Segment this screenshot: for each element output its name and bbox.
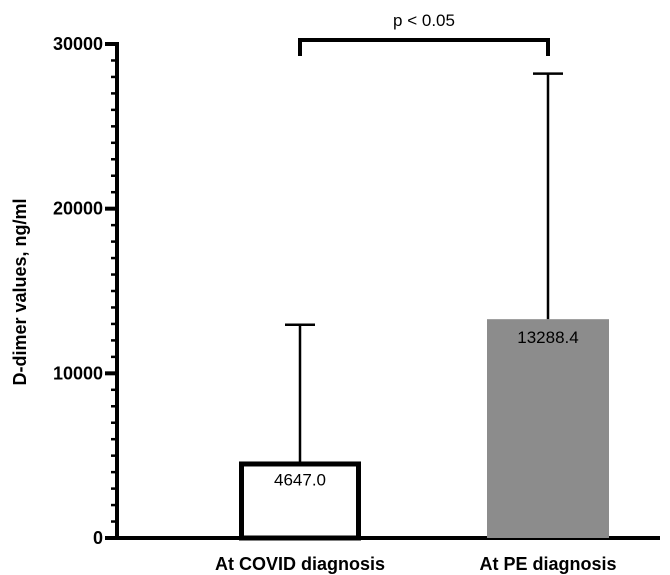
y-axis: 0 10000 20000 30000 (53, 34, 119, 548)
bar-2-value-label: 13288.4 (517, 328, 578, 347)
y-tick-label: 10000 (53, 363, 103, 383)
y-tick-label: 30000 (53, 34, 103, 54)
bar-1 (239, 461, 361, 541)
significance-label: p < 0.05 (393, 11, 455, 30)
y-tick-label: 0 (93, 528, 103, 548)
significance-bracket-line (298, 38, 550, 56)
bars: 4647.0 13288.4 (239, 319, 609, 541)
x-category-label: At PE diagnosis (479, 554, 616, 574)
bar-1-value-label: 4647.0 (274, 470, 326, 489)
error-bars (285, 72, 563, 462)
y-axis-title: D-dimer values, ng/ml (10, 198, 30, 385)
x-category-label: At COVID diagnosis (215, 554, 385, 574)
bar-2 (487, 319, 609, 538)
y-tick-label: 20000 (53, 199, 103, 219)
x-axis: At COVID diagnosis At PE diagnosis (115, 536, 660, 574)
significance-bracket: p < 0.05 (298, 11, 550, 56)
